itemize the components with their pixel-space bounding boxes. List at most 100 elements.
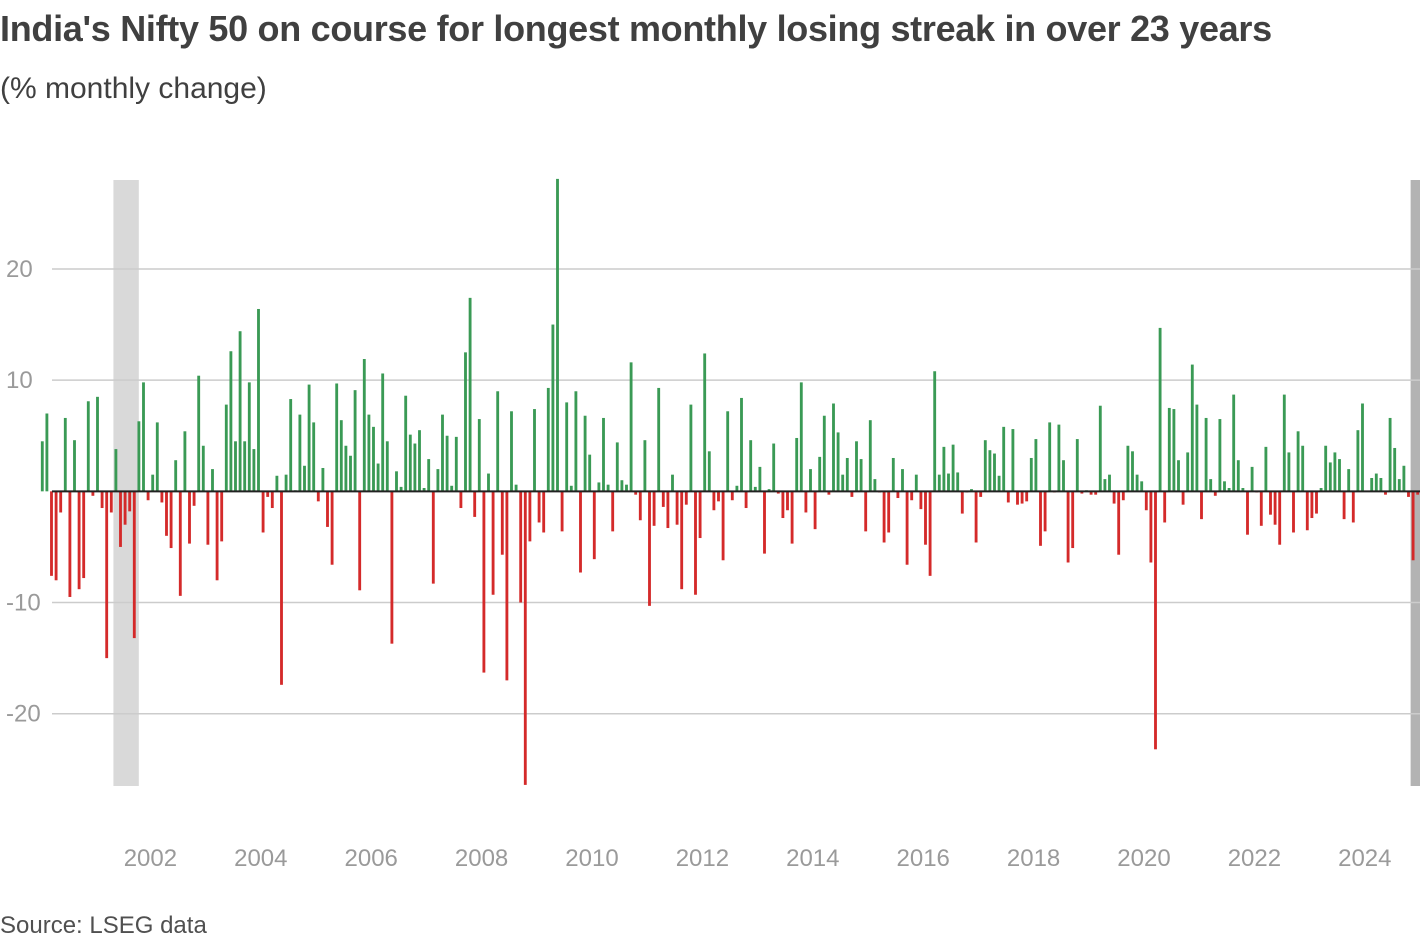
bar	[487, 473, 490, 492]
x-tick-label: 2016	[897, 845, 950, 872]
bar	[809, 469, 812, 492]
bar	[772, 443, 776, 492]
bar	[1158, 327, 1162, 492]
bar	[86, 401, 90, 492]
bar	[137, 421, 141, 492]
bar	[661, 491, 665, 507]
bar	[1006, 491, 1010, 503]
bar	[1002, 426, 1006, 492]
bar	[367, 414, 371, 492]
bar	[1397, 479, 1401, 492]
bar	[178, 491, 182, 596]
bar	[648, 491, 651, 606]
bar	[657, 387, 661, 492]
bar	[1057, 424, 1061, 492]
bar	[721, 491, 725, 561]
bar	[588, 454, 592, 492]
bar	[1043, 491, 1047, 532]
bar	[1075, 439, 1079, 492]
bar	[602, 417, 605, 492]
bar	[749, 440, 753, 492]
bar	[165, 491, 168, 536]
x-tick-label: 2010	[565, 845, 618, 872]
y-axis-labels: 20 10 -10 -20	[6, 256, 41, 728]
bar	[1241, 488, 1245, 492]
bar	[188, 491, 191, 544]
bar	[1374, 473, 1378, 492]
bar	[1379, 478, 1383, 492]
y-tick-label: -20	[6, 701, 41, 728]
bar	[50, 491, 53, 576]
source-note: Source: LSEG data	[0, 912, 207, 939]
bar	[197, 375, 201, 492]
bar	[671, 474, 674, 492]
bar	[556, 178, 559, 492]
highlight-bands	[113, 180, 1420, 786]
bar	[1213, 491, 1217, 496]
bar	[358, 491, 362, 591]
bar	[786, 491, 789, 511]
bar	[326, 491, 329, 527]
bar	[1204, 417, 1208, 492]
bar	[523, 491, 527, 785]
bar	[82, 491, 86, 579]
bar	[206, 491, 210, 545]
bar	[914, 474, 918, 492]
bar	[381, 373, 385, 492]
bar	[1094, 491, 1098, 495]
bar	[1338, 459, 1341, 492]
bar	[753, 486, 757, 492]
bar	[1333, 452, 1337, 492]
bar	[1250, 466, 1254, 492]
bar	[988, 450, 992, 492]
bar	[1342, 491, 1346, 520]
bar	[910, 491, 914, 501]
bar	[408, 434, 412, 492]
bar	[1287, 452, 1291, 492]
bar	[767, 489, 771, 492]
bar	[349, 455, 352, 492]
bar	[781, 491, 785, 519]
bar	[1011, 429, 1015, 492]
bar	[372, 426, 375, 492]
bar	[54, 491, 58, 581]
bar	[280, 491, 283, 685]
bar	[243, 441, 247, 492]
bar	[799, 382, 803, 492]
bar	[312, 422, 316, 492]
bar	[142, 382, 145, 492]
bar	[1135, 474, 1139, 492]
bar	[1315, 491, 1318, 514]
bar	[413, 443, 417, 492]
bar	[836, 432, 840, 492]
bar	[510, 411, 513, 492]
bar	[707, 451, 711, 492]
bar	[307, 384, 311, 492]
bar	[1034, 439, 1038, 492]
bar	[427, 459, 431, 492]
bar	[680, 491, 684, 590]
bar	[868, 420, 872, 492]
bar	[454, 436, 458, 492]
bar	[91, 491, 95, 496]
bar	[1407, 491, 1410, 497]
bar	[1223, 481, 1226, 492]
bar	[1200, 491, 1203, 520]
bar	[169, 491, 173, 549]
x-axis-labels: 2002 2004 2006 2008 2010 2012 2014 2016 2018 2020…	[124, 845, 1392, 872]
bar	[266, 491, 270, 497]
bar	[1402, 465, 1406, 492]
bar	[119, 491, 122, 547]
bar	[1020, 491, 1024, 504]
bar	[252, 449, 256, 492]
bar	[979, 491, 983, 497]
bar	[694, 491, 697, 595]
bar	[441, 414, 444, 492]
bar	[418, 430, 421, 492]
bar	[546, 387, 550, 492]
highlight-band-earlier-losing-streak	[113, 180, 139, 786]
bar	[211, 469, 214, 492]
bar	[629, 362, 633, 492]
bar	[560, 491, 564, 532]
